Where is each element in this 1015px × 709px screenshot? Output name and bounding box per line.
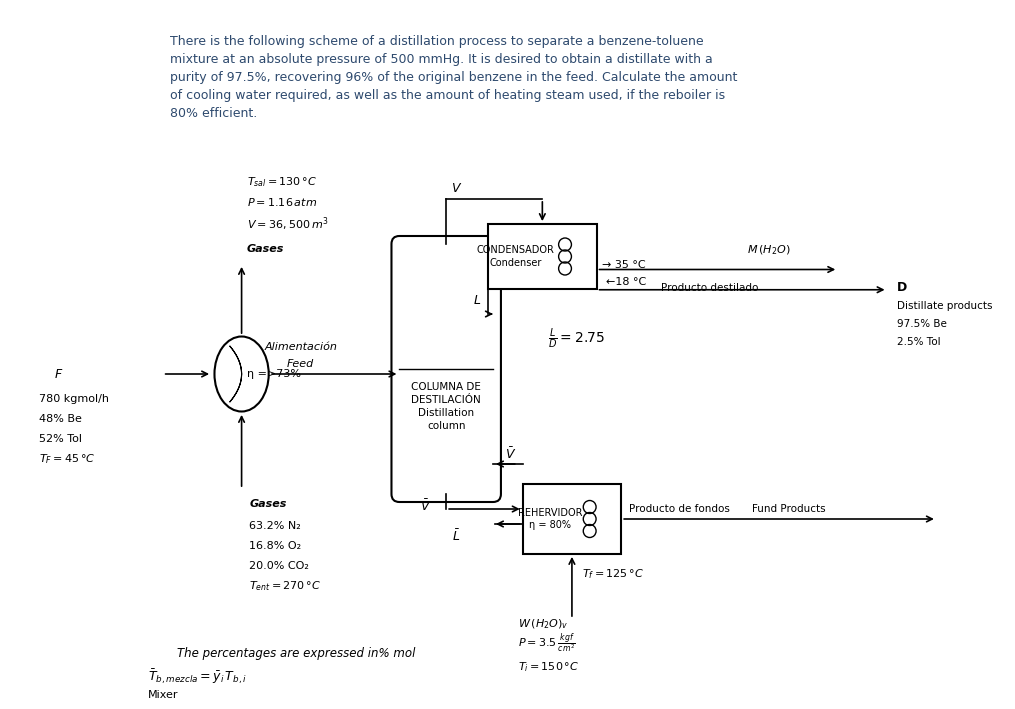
- Text: Gases: Gases: [247, 244, 284, 254]
- Text: Alimentación: Alimentación: [264, 342, 337, 352]
- Text: Producto de fondos: Producto de fondos: [629, 504, 730, 514]
- Text: 16.8% O₂: 16.8% O₂: [250, 541, 301, 551]
- Text: COLUMNA DE
DESTILACIÓN
Distillation
column: COLUMNA DE DESTILACIÓN Distillation colu…: [411, 381, 481, 431]
- Text: Distillate products: Distillate products: [897, 301, 993, 311]
- Text: Producto destilado: Producto destilado: [662, 283, 758, 293]
- Text: Mixer: Mixer: [148, 690, 179, 700]
- Text: $P = 3.5\,\frac{kgf}{cm^2}$: $P = 3.5\,\frac{kgf}{cm^2}$: [518, 632, 576, 656]
- Text: $W\,(H_2O)_v$: $W\,(H_2O)_v$: [518, 618, 568, 631]
- Text: $T_{sal} = 130\,°C$: $T_{sal} = 130\,°C$: [247, 175, 317, 189]
- Text: $M\,(H_2O)$: $M\,(H_2O)$: [747, 243, 791, 257]
- Text: $T_F = 45\,°C$: $T_F = 45\,°C$: [40, 452, 96, 466]
- Text: There is the following scheme of a distillation process to separate a benzene-to: There is the following scheme of a disti…: [171, 35, 738, 121]
- Text: V: V: [451, 182, 460, 196]
- Text: 52% Tol: 52% Tol: [40, 434, 82, 444]
- Text: Fund Products: Fund Products: [752, 504, 826, 514]
- Text: 48% Be: 48% Be: [40, 414, 82, 424]
- Text: $\bar{V}$: $\bar{V}$: [504, 446, 517, 462]
- Text: $\bar{L}$: $\bar{L}$: [452, 528, 460, 544]
- FancyBboxPatch shape: [392, 236, 501, 502]
- Text: L: L: [473, 294, 480, 308]
- Text: $\frac{L}{D} = 2.75$: $\frac{L}{D} = 2.75$: [548, 327, 605, 351]
- Text: $\bar{T}_{b,mezcla} = \bar{y}_i\,T_{b,i}$: $\bar{T}_{b,mezcla} = \bar{y}_i\,T_{b,i}…: [148, 668, 247, 686]
- Text: F: F: [54, 367, 62, 381]
- Text: $T_{ent} = 270\,°C$: $T_{ent} = 270\,°C$: [250, 579, 322, 593]
- Text: $T_f = 125\,°C$: $T_f = 125\,°C$: [582, 567, 644, 581]
- Text: $T_i = 150\,°C$: $T_i = 150\,°C$: [518, 660, 579, 674]
- Text: The percentages are expressed in% mol: The percentages are expressed in% mol: [178, 647, 416, 661]
- Bar: [523, 484, 621, 554]
- Text: 97.5% Be: 97.5% Be: [897, 319, 947, 329]
- Text: η =>73%: η =>73%: [247, 369, 300, 379]
- Text: ←18 °C: ←18 °C: [606, 277, 647, 288]
- Text: 20.0% CO₂: 20.0% CO₂: [250, 561, 310, 571]
- Text: 2.5% Tol: 2.5% Tol: [897, 337, 941, 347]
- Text: Gases: Gases: [250, 499, 287, 509]
- Text: REHERVIDOR
η = 80%: REHERVIDOR η = 80%: [518, 508, 583, 530]
- Text: 780 kgmol/h: 780 kgmol/h: [40, 394, 110, 404]
- Text: → 35 °C: → 35 °C: [602, 259, 646, 269]
- Text: 63.2% N₂: 63.2% N₂: [250, 521, 301, 531]
- Bar: [488, 224, 597, 289]
- Text: $P = 1.16\,atm$: $P = 1.16\,atm$: [247, 196, 317, 208]
- Text: $\bar{V}$: $\bar{V}$: [420, 498, 431, 514]
- Text: $V = 36,500\,m^3$: $V = 36,500\,m^3$: [247, 216, 328, 233]
- Text: Feed: Feed: [287, 359, 315, 369]
- Text: D: D: [897, 281, 907, 294]
- Ellipse shape: [214, 337, 269, 411]
- Text: CONDENSADOR
Condenser: CONDENSADOR Condenser: [477, 245, 554, 268]
